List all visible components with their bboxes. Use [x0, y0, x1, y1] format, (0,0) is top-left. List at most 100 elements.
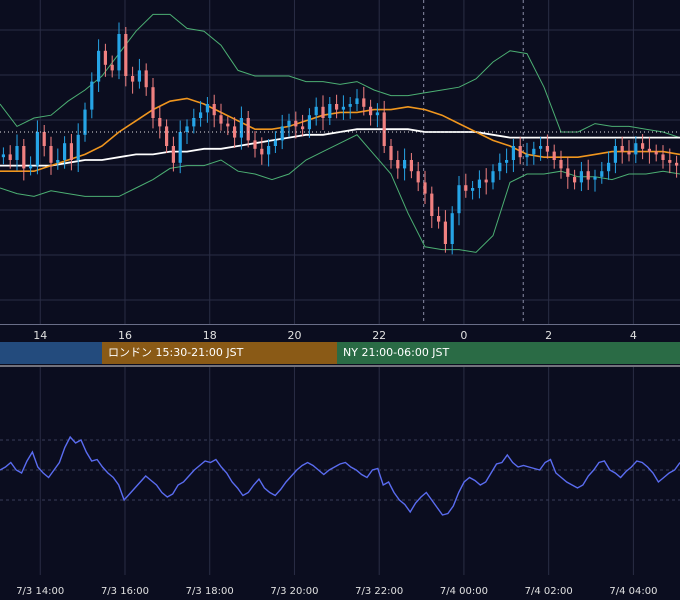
candle-body[interactable]	[97, 50, 101, 82]
candle-body[interactable]	[423, 182, 427, 194]
candle-body[interactable]	[620, 146, 624, 152]
candle-body[interactable]	[253, 140, 257, 149]
candle-body[interactable]	[307, 115, 311, 130]
candle-body[interactable]	[627, 151, 631, 155]
candle-body[interactable]	[559, 160, 563, 169]
candle-body[interactable]	[634, 143, 638, 155]
candle-body[interactable]	[450, 213, 454, 244]
candle-body[interactable]	[260, 148, 264, 155]
candle-body[interactable]	[552, 151, 556, 160]
candle-body[interactable]	[416, 171, 420, 183]
candle-body[interactable]	[471, 188, 475, 191]
candle-body[interactable]	[56, 160, 60, 163]
candle-body[interactable]	[539, 146, 543, 149]
candle-body[interactable]	[593, 176, 597, 180]
candle-body[interactable]	[212, 104, 216, 116]
candle-body[interactable]	[498, 162, 502, 172]
candle-body[interactable]	[545, 146, 549, 152]
candle-body[interactable]	[199, 112, 203, 118]
candle-body[interactable]	[178, 132, 182, 163]
candle-body[interactable]	[389, 146, 393, 160]
candle-body[interactable]	[233, 126, 237, 138]
candle-body[interactable]	[192, 118, 196, 127]
candle-body[interactable]	[355, 98, 359, 104]
candle-body[interactable]	[287, 120, 291, 127]
candle-body[interactable]	[641, 143, 645, 149]
candle-body[interactable]	[491, 171, 495, 183]
candle-body[interactable]	[647, 148, 651, 152]
candle-body[interactable]	[573, 176, 577, 183]
candle-body[interactable]	[505, 160, 509, 163]
candle-body[interactable]	[607, 162, 611, 172]
candle-body[interactable]	[600, 171, 604, 177]
candle-body[interactable]	[280, 126, 284, 141]
candle-body[interactable]	[464, 185, 468, 191]
candle-body[interactable]	[314, 106, 318, 116]
candle-body[interactable]	[369, 106, 373, 116]
candle-body[interactable]	[443, 221, 447, 244]
candle-body[interactable]	[566, 168, 570, 177]
candle-body[interactable]	[586, 171, 590, 180]
candle-body[interactable]	[301, 126, 305, 130]
candle-body[interactable]	[35, 132, 39, 166]
candle-body[interactable]	[437, 216, 441, 222]
candle-body[interactable]	[430, 193, 434, 216]
candle-body[interactable]	[110, 64, 114, 71]
candles[interactable]	[1, 22, 679, 255]
candle-body[interactable]	[90, 81, 94, 110]
candle-body[interactable]	[83, 109, 87, 135]
candle-body[interactable]	[375, 112, 379, 116]
candle-body[interactable]	[165, 126, 169, 146]
candle-body[interactable]	[321, 106, 325, 118]
candle-body[interactable]	[613, 146, 617, 163]
candle-body[interactable]	[457, 185, 461, 214]
candle-body[interactable]	[144, 70, 148, 88]
candle-body[interactable]	[137, 70, 141, 82]
candle-body[interactable]	[348, 104, 352, 107]
candle-body[interactable]	[171, 146, 175, 163]
candle-body[interactable]	[409, 160, 413, 172]
candle-body[interactable]	[69, 143, 73, 160]
candle-body[interactable]	[525, 154, 529, 158]
candle-body[interactable]	[328, 104, 332, 118]
candle-body[interactable]	[103, 50, 107, 65]
candle-body[interactable]	[396, 160, 400, 169]
candle-body[interactable]	[477, 179, 481, 188]
candle-body[interactable]	[15, 146, 19, 160]
candle-body[interactable]	[158, 118, 162, 127]
candle-body[interactable]	[579, 171, 583, 183]
candle-body[interactable]	[117, 34, 121, 71]
candle-body[interactable]	[226, 123, 230, 127]
candle-body[interactable]	[518, 146, 522, 158]
candle-body[interactable]	[661, 154, 665, 160]
candle-body[interactable]	[246, 118, 250, 141]
candle-body[interactable]	[532, 148, 536, 155]
candle-body[interactable]	[511, 146, 515, 160]
candle-body[interactable]	[131, 76, 135, 82]
candle-body[interactable]	[29, 165, 33, 169]
candle-body[interactable]	[335, 104, 339, 110]
candle-body[interactable]	[63, 143, 67, 160]
candle-body[interactable]	[76, 134, 80, 160]
candle-body[interactable]	[239, 118, 243, 138]
candle-body[interactable]	[294, 120, 298, 127]
candle-body[interactable]	[273, 140, 277, 146]
candle-body[interactable]	[654, 151, 658, 155]
candle-body[interactable]	[22, 146, 26, 169]
candle-body[interactable]	[267, 146, 271, 155]
candle-body[interactable]	[675, 162, 679, 166]
candle-body[interactable]	[185, 126, 189, 132]
candle-body[interactable]	[124, 34, 128, 76]
candle-body[interactable]	[49, 146, 53, 163]
candle-body[interactable]	[205, 104, 209, 113]
candle-body[interactable]	[382, 112, 386, 146]
candle-body[interactable]	[668, 160, 672, 163]
candle-body[interactable]	[8, 154, 12, 160]
candle-body[interactable]	[484, 179, 488, 183]
candle-body[interactable]	[219, 115, 223, 124]
candle-body[interactable]	[341, 106, 345, 110]
candle-body[interactable]	[42, 132, 46, 146]
candle-body[interactable]	[151, 87, 155, 118]
candle-body[interactable]	[1, 154, 5, 158]
